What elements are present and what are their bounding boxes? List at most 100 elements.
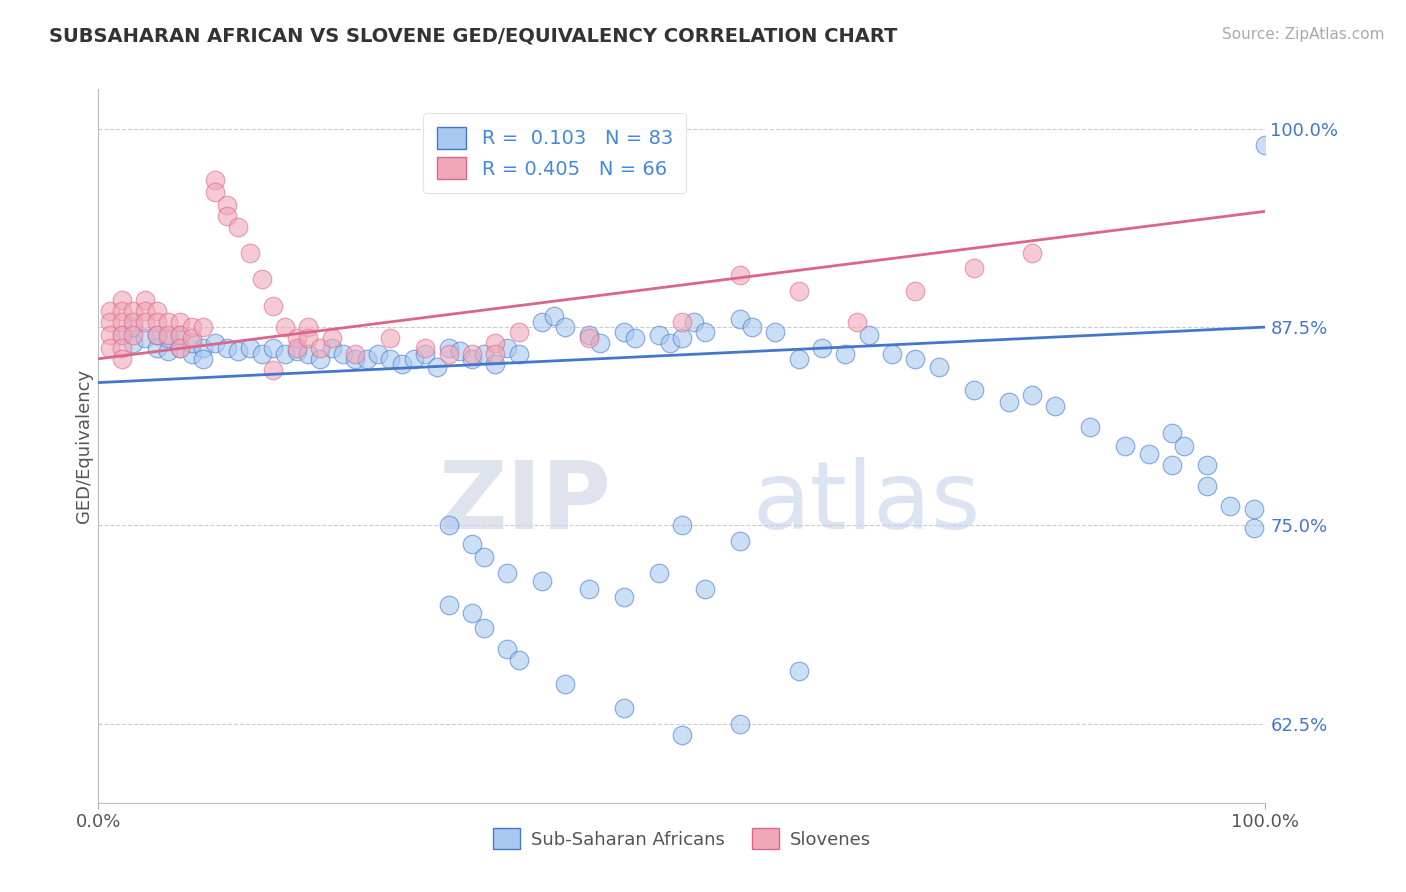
Point	[1173, 439, 1195, 453]
Point	[671, 728, 693, 742]
Point	[111, 315, 134, 329]
Point	[437, 341, 460, 355]
Point	[695, 325, 717, 339]
Point	[530, 315, 553, 329]
Point	[111, 351, 134, 366]
Point	[846, 315, 869, 329]
Point	[1254, 137, 1277, 152]
Point	[169, 341, 191, 355]
Point	[321, 341, 343, 355]
Point	[344, 351, 367, 366]
Point	[239, 341, 262, 355]
Point	[169, 328, 191, 343]
Point	[321, 331, 343, 345]
Text: atlas: atlas	[752, 457, 980, 549]
Point	[413, 347, 436, 361]
Point	[437, 518, 460, 533]
Point	[111, 293, 134, 307]
Point	[811, 341, 834, 355]
Point	[122, 315, 145, 329]
Point	[647, 566, 669, 580]
Point	[472, 621, 495, 635]
Point	[695, 582, 717, 596]
Point	[730, 716, 752, 731]
Point	[484, 335, 506, 350]
Point	[98, 315, 121, 329]
Point	[437, 347, 460, 361]
Point	[297, 347, 319, 361]
Point	[1137, 447, 1160, 461]
Point	[1219, 500, 1241, 514]
Point	[250, 272, 273, 286]
Point	[297, 331, 319, 345]
Point	[344, 347, 367, 361]
Point	[169, 328, 191, 343]
Point	[997, 394, 1019, 409]
Point	[250, 347, 273, 361]
Point	[193, 320, 215, 334]
Point	[98, 341, 121, 355]
Point	[624, 331, 647, 345]
Point	[1243, 521, 1265, 535]
Point	[787, 351, 810, 366]
Point	[763, 325, 786, 339]
Point	[1161, 426, 1184, 441]
Point	[285, 341, 308, 355]
Point	[613, 700, 636, 714]
Point	[543, 309, 565, 323]
Point	[554, 320, 576, 334]
Point	[1021, 245, 1043, 260]
Point	[122, 335, 145, 350]
Point	[461, 347, 484, 361]
Point	[134, 331, 156, 345]
Point	[671, 315, 693, 329]
Point	[647, 328, 669, 343]
Point	[309, 351, 332, 366]
Point	[1080, 420, 1102, 434]
Point	[880, 347, 903, 361]
Point	[215, 341, 238, 355]
Point	[134, 304, 156, 318]
Point	[659, 335, 682, 350]
Point	[613, 325, 636, 339]
Point	[671, 331, 693, 345]
Point	[380, 331, 402, 345]
Point	[262, 363, 284, 377]
Point	[134, 315, 156, 329]
Point	[239, 245, 262, 260]
Point	[904, 351, 927, 366]
Point	[169, 315, 191, 329]
Point	[437, 598, 460, 612]
Point	[787, 284, 810, 298]
Point	[589, 335, 612, 350]
Point	[1045, 400, 1067, 414]
Point	[904, 284, 927, 298]
Point	[228, 220, 250, 235]
Point	[122, 304, 145, 318]
Point	[111, 328, 134, 343]
Point	[508, 325, 530, 339]
Point	[508, 653, 530, 667]
Point	[530, 574, 553, 588]
Point	[111, 341, 134, 355]
Point	[122, 320, 145, 334]
Point	[613, 590, 636, 604]
Point	[180, 320, 202, 334]
Point	[928, 359, 950, 374]
Point	[356, 351, 378, 366]
Point	[111, 304, 134, 318]
Point	[484, 347, 506, 361]
Point	[134, 293, 156, 307]
Point	[578, 331, 600, 345]
Point	[285, 331, 308, 345]
Point	[496, 341, 519, 355]
Text: ZIP: ZIP	[439, 457, 612, 549]
Point	[157, 343, 180, 358]
Point	[274, 347, 297, 361]
Point	[146, 304, 169, 318]
Point	[962, 384, 984, 398]
Point	[204, 186, 226, 200]
Point	[461, 351, 484, 366]
Point	[962, 261, 984, 276]
Point	[578, 328, 600, 343]
